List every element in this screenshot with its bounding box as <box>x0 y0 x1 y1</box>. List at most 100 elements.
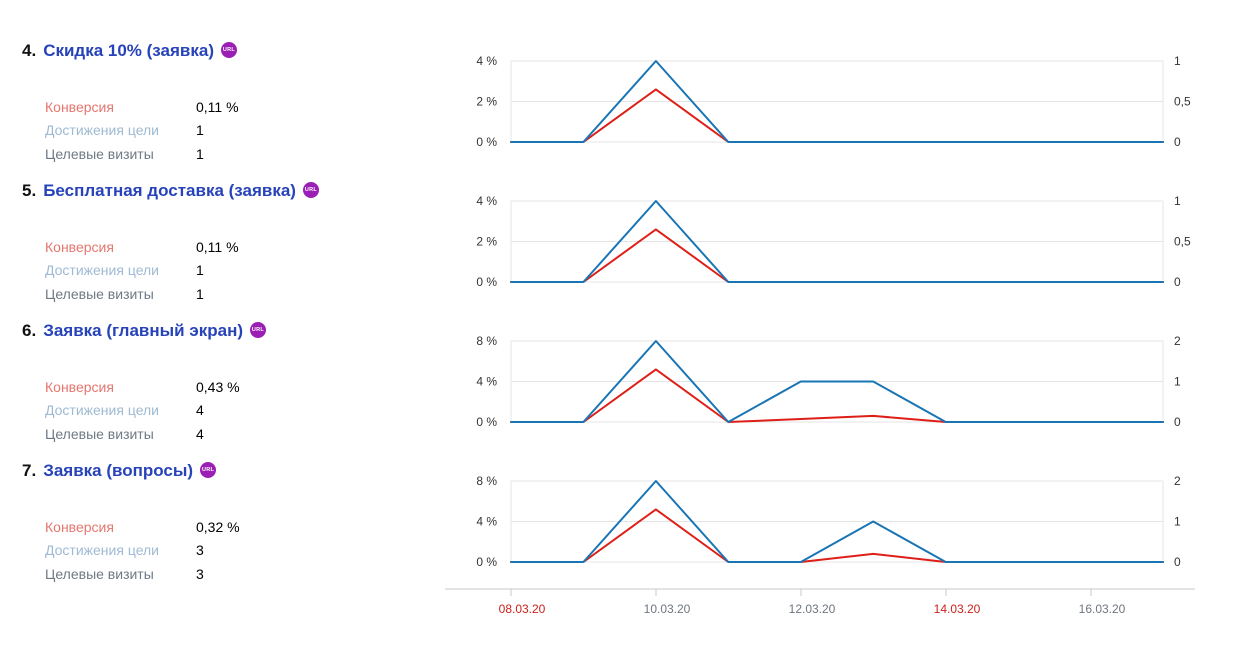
goal-reaches-label: Достижения цели <box>45 402 160 419</box>
left-axis-tick-label: 4 % <box>476 194 497 208</box>
right-axis-tick-label: 1 <box>1174 54 1181 68</box>
x-axis-date-label: 10.03.20 <box>644 602 691 616</box>
goal-reaches-label: Достижения цели <box>45 262 160 279</box>
stat-row-target-visits: Целевые визиты 4 <box>45 422 345 446</box>
right-axis-tick-label: 0 <box>1174 415 1181 429</box>
goal-row: 7. Заявка (вопросы) URL Конверсия 0,32 %… <box>0 450 1260 590</box>
conversion-label: Конверсия <box>45 238 114 255</box>
target-visits-value: 4 <box>196 425 204 442</box>
chart-grid <box>510 60 1164 143</box>
goal-reaches-line <box>510 480 1164 563</box>
goal-title-link[interactable]: Заявка (главный экран) <box>43 321 243 340</box>
goal-row: 4. Скидка 10% (заявка) URL Конверсия 0,1… <box>0 30 1260 170</box>
stat-row-conversion: Конверсия 0,11 % <box>45 235 345 259</box>
left-axis-tick-label: 2 % <box>476 95 497 109</box>
goal-trend-chart: 4 % 2 % 0 % 1 0,5 0 <box>476 54 1191 149</box>
goal-reaches-line <box>510 340 1164 423</box>
conversion-value: 0,32 % <box>196 518 240 535</box>
goal-index: 7. <box>22 461 37 480</box>
conversion-label: Конверсия <box>45 98 114 115</box>
right-axis-tick-label: 0 <box>1174 555 1181 569</box>
target-visits-value: 1 <box>196 285 204 302</box>
goal-reaches-value: 1 <box>196 122 204 139</box>
stat-row-conversion: Конверсия 0,43 % <box>45 375 345 399</box>
goal-info-panel: 5. Бесплатная доставка (заявка) URL Конв… <box>22 181 442 302</box>
conversion-value: 0,11 % <box>196 98 239 115</box>
stat-row-goal-reaches: Достижения цели 1 <box>45 259 345 283</box>
goal-index: 6. <box>22 321 37 340</box>
right-axis-tick-label: 1 <box>1174 375 1181 389</box>
x-axis-date-label: 12.03.20 <box>789 602 836 616</box>
left-axis-tick-label: 8 % <box>476 334 497 348</box>
left-axis-tick-label: 2 % <box>476 235 497 249</box>
stat-row-goal-reaches: Достижения цели 4 <box>45 399 345 423</box>
right-axis-tick-label: 2 <box>1174 474 1181 488</box>
goal-title-line: 6. Заявка (главный экран) URL <box>22 321 442 341</box>
conversion-line <box>510 88 1164 143</box>
x-axis-date-label: 14.03.20 <box>934 602 981 616</box>
conversion-value: 0,43 % <box>196 378 240 395</box>
goal-info-panel: 6. Заявка (главный экран) URL Конверсия … <box>22 321 442 442</box>
goal-stats: Конверсия 0,11 % Достижения цели 1 Целев… <box>45 95 345 166</box>
left-axis-tick-label: 4 % <box>476 54 497 68</box>
target-visits-label: Целевые визиты <box>45 425 154 442</box>
left-axis-tick-label: 8 % <box>476 474 497 488</box>
left-axis-tick-label: 4 % <box>476 375 497 389</box>
conversion-label: Конверсия <box>45 518 114 535</box>
right-axis-tick-label: 0 <box>1174 135 1181 149</box>
target-visits-value: 3 <box>196 565 204 582</box>
goal-title-link[interactable]: Заявка (вопросы) <box>43 461 194 480</box>
target-visits-value: 1 <box>196 145 204 162</box>
goal-title-line: 5. Бесплатная доставка (заявка) URL <box>22 181 442 201</box>
left-axis-tick-label: 0 % <box>476 415 497 429</box>
goal-info-panel: 4. Скидка 10% (заявка) URL Конверсия 0,1… <box>22 41 442 162</box>
right-axis-tick-label: 1 <box>1174 194 1181 208</box>
target-visits-label: Целевые визиты <box>45 285 154 302</box>
goal-title-link[interactable]: Бесплатная доставка (заявка) <box>43 181 296 200</box>
conversion-value: 0,11 % <box>196 238 239 255</box>
goal-index: 5. <box>22 181 37 200</box>
right-axis-tick-label: 0,5 <box>1174 95 1191 109</box>
goal-title-link[interactable]: Скидка 10% (заявка) <box>43 41 214 60</box>
goal-row: 6. Заявка (главный экран) URL Конверсия … <box>0 310 1260 450</box>
goal-reaches-line <box>510 200 1164 283</box>
goal-stats: Конверсия 0,11 % Достижения цели 1 Целев… <box>45 235 345 306</box>
left-axis-tick-label: 4 % <box>476 515 497 529</box>
goal-stats: Конверсия 0,43 % Достижения цели 4 Целев… <box>45 375 345 446</box>
stat-row-conversion: Конверсия 0,11 % <box>45 95 345 119</box>
left-axis-tick-label: 0 % <box>476 555 497 569</box>
target-visits-label: Целевые визиты <box>45 145 154 162</box>
left-axis-tick-label: 0 % <box>476 135 497 149</box>
conversion-label: Конверсия <box>45 378 114 395</box>
stat-row-target-visits: Целевые визиты 1 <box>45 282 345 306</box>
target-visits-label: Целевые визиты <box>45 565 154 582</box>
conversion-line <box>510 508 1164 563</box>
goal-reaches-value: 4 <box>196 402 204 419</box>
stat-row-goal-reaches: Достижения цели 3 <box>45 539 345 563</box>
url-goal-badge-icon: URL <box>200 462 217 478</box>
stat-row-target-visits: Целевые визиты 1 <box>45 142 345 166</box>
right-axis-tick-label: 0,5 <box>1174 235 1191 249</box>
goal-info-panel: 7. Заявка (вопросы) URL Конверсия 0,32 %… <box>22 461 442 582</box>
conversion-line <box>510 228 1164 283</box>
goal-row: 5. Бесплатная доставка (заявка) URL Конв… <box>0 170 1260 310</box>
goal-reaches-label: Достижения цели <box>45 542 160 559</box>
right-axis-tick-label: 0 <box>1174 275 1181 289</box>
goal-reaches-value: 1 <box>196 262 204 279</box>
goal-reaches-value: 3 <box>196 542 204 559</box>
stat-row-target-visits: Целевые визиты 3 <box>45 562 345 586</box>
goal-reaches-label: Достижения цели <box>45 122 160 139</box>
x-axis-date-label: 16.03.20 <box>1079 602 1126 616</box>
x-axis-date-label: 08.03.20 <box>499 602 546 616</box>
left-axis-tick-label: 0 % <box>476 275 497 289</box>
goal-trend-chart: 4 % 2 % 0 % 1 0,5 0 <box>476 194 1191 289</box>
url-goal-badge-icon: URL <box>220 42 237 58</box>
shared-date-axis: 08.03.20 10.03.20 12.03.20 14.03.20 16.03.20 <box>445 588 1195 616</box>
goal-title-line: 7. Заявка (вопросы) URL <box>22 461 442 481</box>
goal-title-line: 4. Скидка 10% (заявка) URL <box>22 41 442 61</box>
chart-grid <box>510 200 1164 283</box>
stat-row-goal-reaches: Достижения цели 1 <box>45 119 345 143</box>
goal-stats: Конверсия 0,32 % Достижения цели 3 Целев… <box>45 515 345 586</box>
url-goal-badge-icon: URL <box>302 182 319 198</box>
